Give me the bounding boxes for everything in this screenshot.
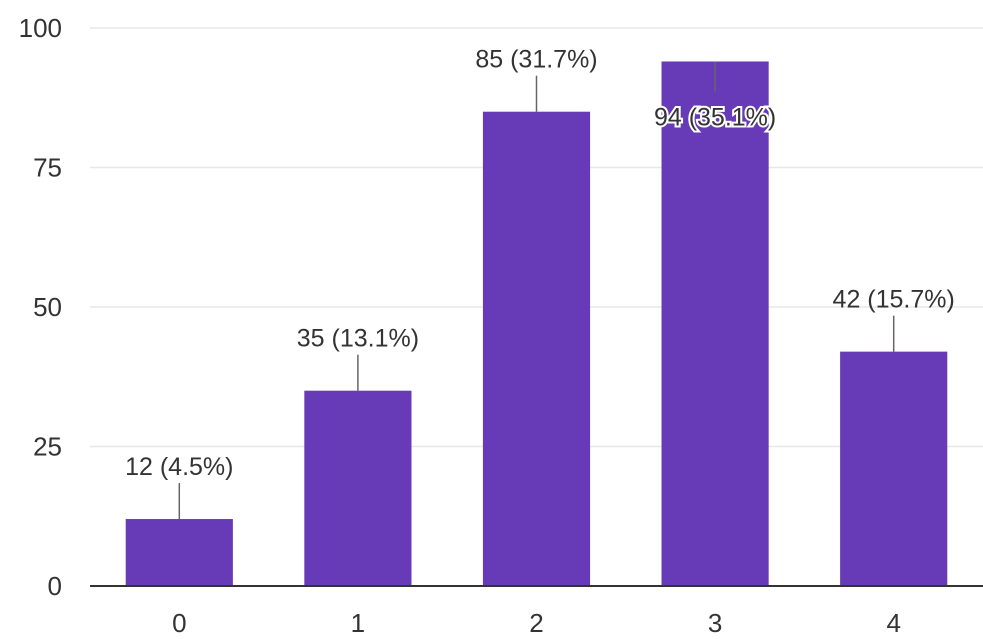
x-tick-label: 3	[708, 608, 722, 638]
data-labels: 12 (4.5%) 35 (13.1%) 85 (31.7%) 94 (35.1%) 4…	[125, 46, 955, 520]
y-tick-label: 25	[33, 432, 62, 462]
data-label: 94 (35.1%)	[654, 103, 776, 131]
x-tick-label: 4	[886, 608, 900, 638]
bar-0	[125, 519, 233, 586]
x-tick-label: 2	[529, 608, 543, 638]
y-tick-label: 50	[33, 292, 62, 322]
bar-1	[304, 390, 412, 586]
data-label: 42 (15.7%)	[833, 286, 955, 314]
data-label: 35 (13.1%)	[297, 325, 419, 353]
bar-2	[482, 111, 591, 586]
x-tick-label: 1	[351, 608, 365, 638]
data-label: 12 (4.5%)	[125, 453, 233, 481]
bar-3	[661, 61, 769, 587]
x-tick-label: 0	[172, 608, 186, 638]
y-tick-label: 75	[33, 153, 62, 183]
bar-4	[840, 351, 948, 586]
bars	[125, 61, 948, 587]
axes: 0 25 50 75 100 0 1 2 3 4	[19, 13, 983, 638]
y-tick-label: 100	[19, 13, 62, 43]
data-label: 85 (31.7%)	[475, 46, 597, 74]
y-tick-label: 0	[48, 571, 62, 601]
